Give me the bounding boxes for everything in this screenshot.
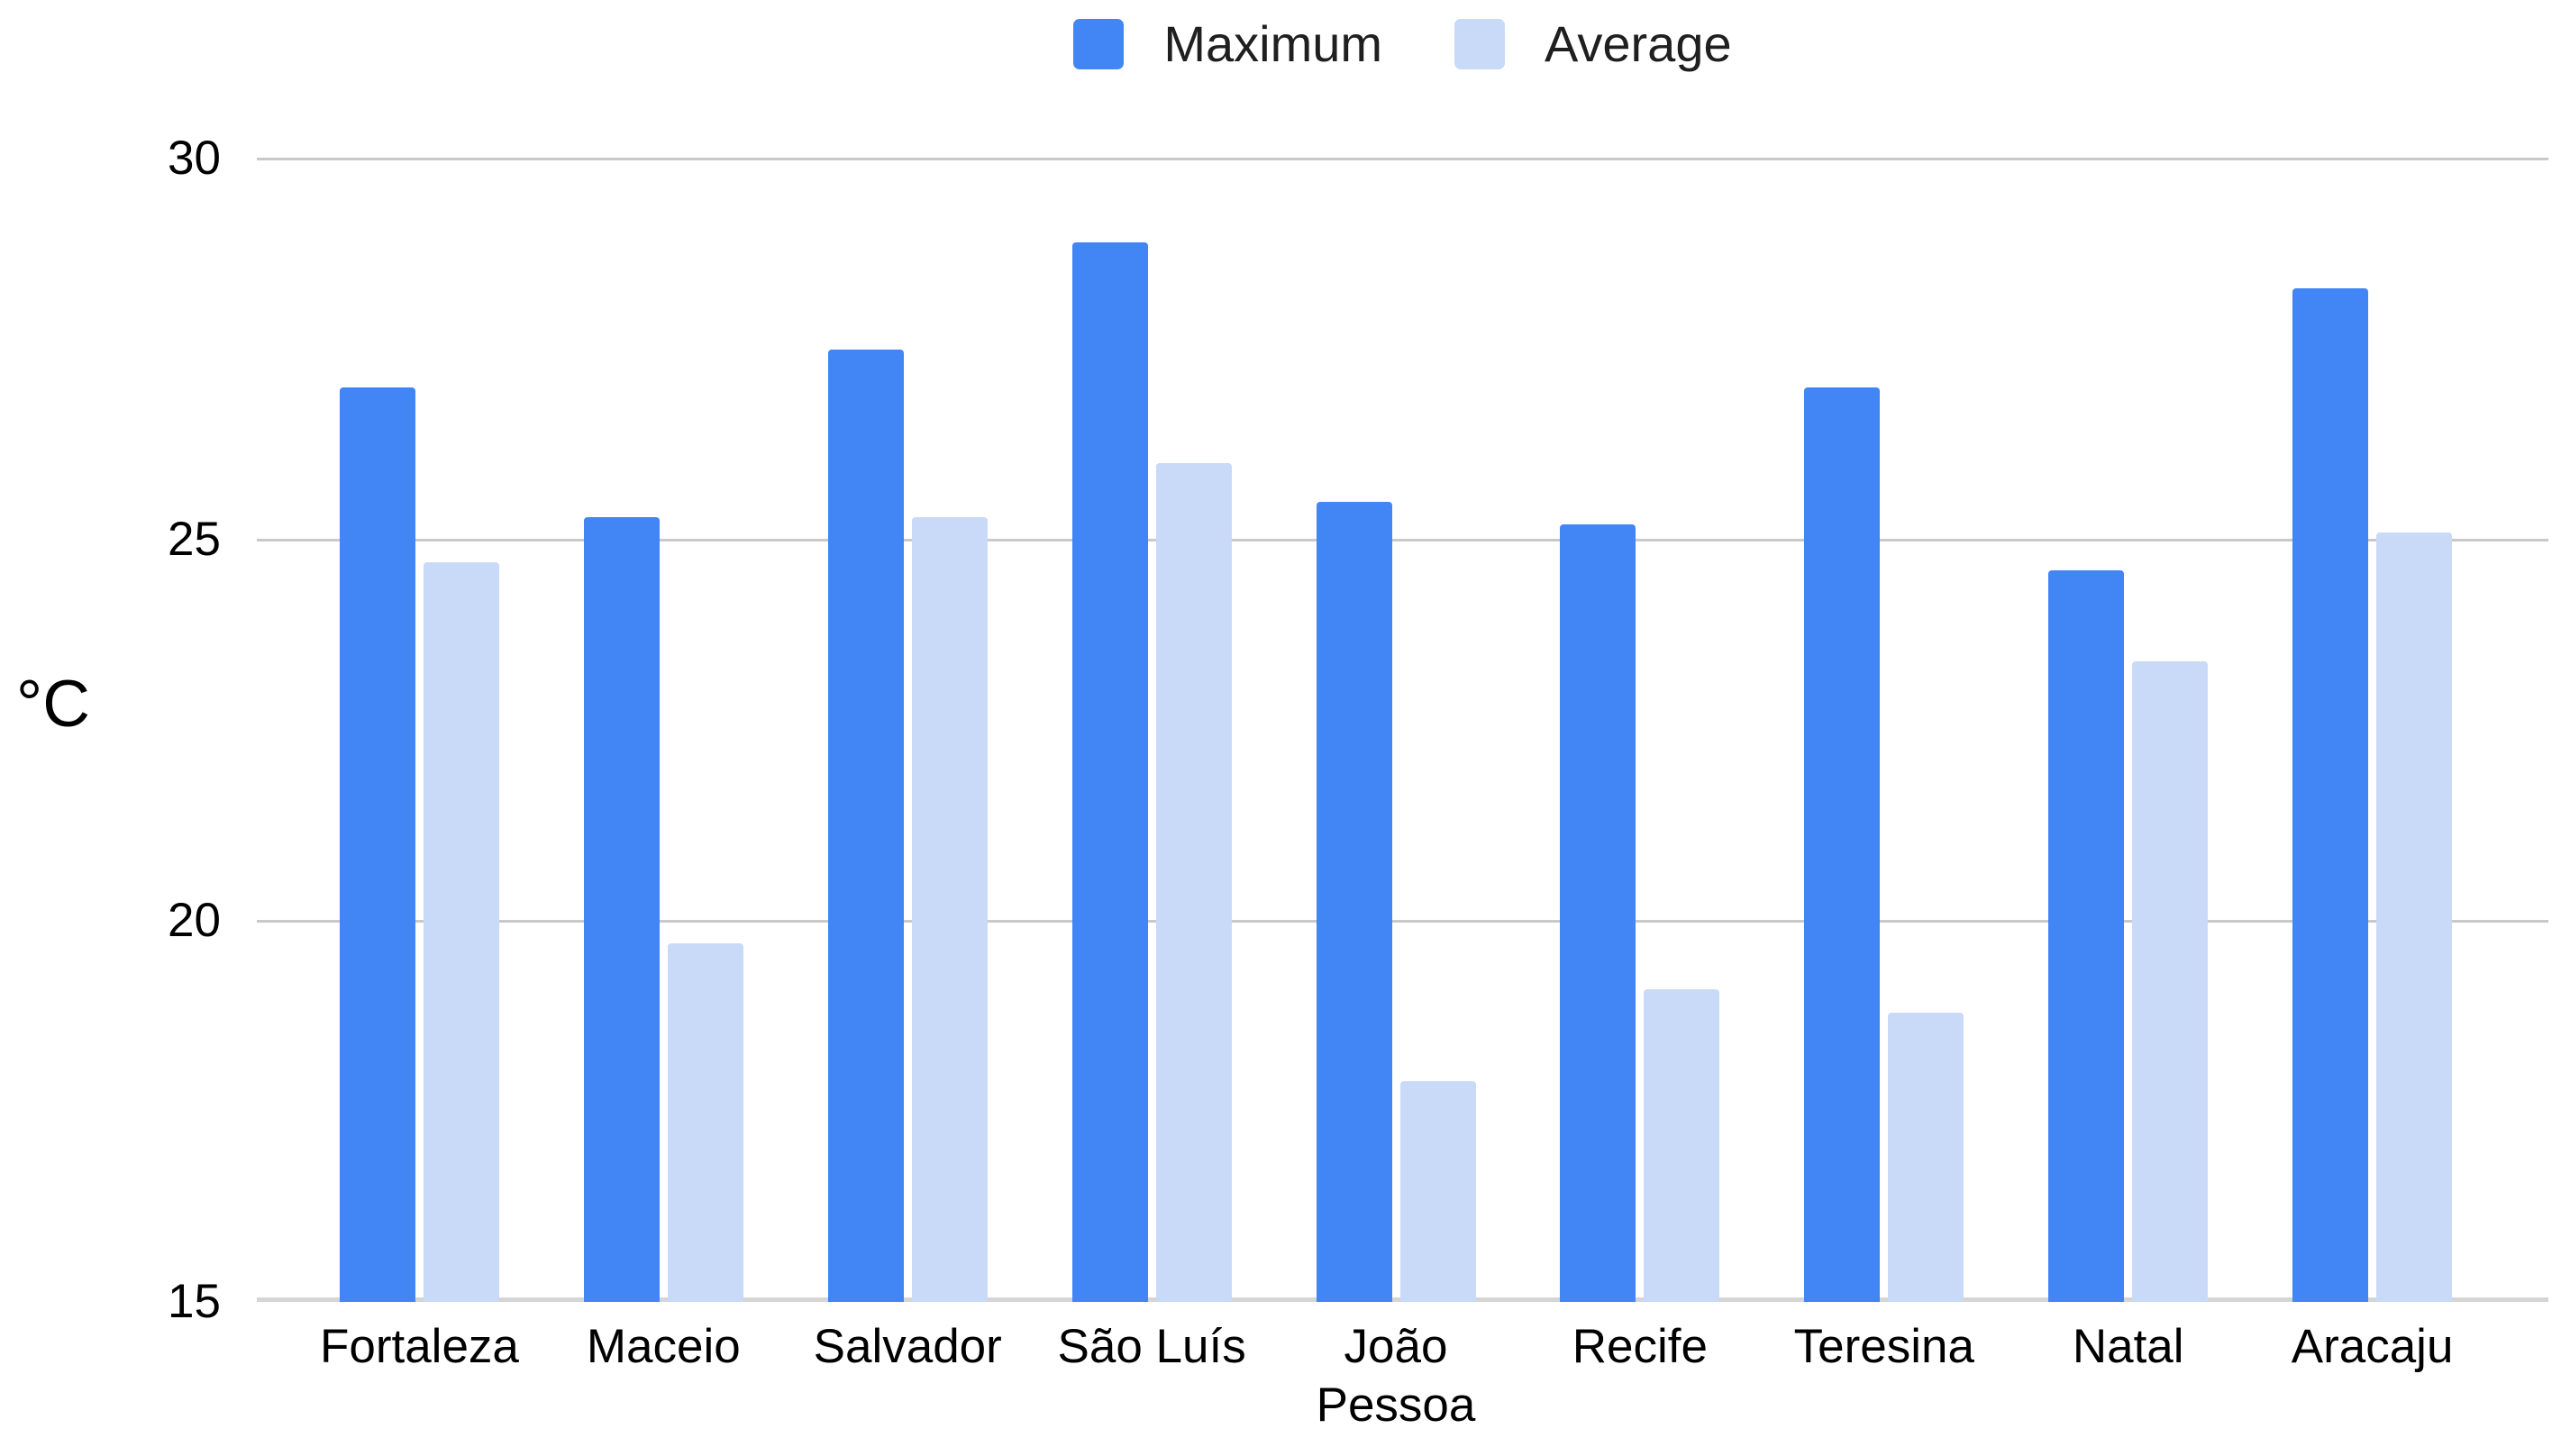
x-axis-label-7: Teresina [1793, 1320, 1974, 1373]
bar-average-4[interactable] [1155, 463, 1232, 1302]
bar-average-2[interactable] [667, 943, 743, 1302]
x-axis-label-2: Maceio [586, 1320, 741, 1373]
bar-average-8[interactable] [2132, 661, 2209, 1302]
maximum-legend-label: Maximum [1163, 15, 1383, 72]
chart-legend: Maximum Average [257, 13, 2548, 76]
bar-groups [257, 159, 2548, 1302]
legend-item-maximum: Maximum [1073, 19, 1382, 69]
average-series-swatch [1454, 19, 1506, 69]
bar-group-4 [1030, 159, 1274, 1302]
bar-group-3 [786, 159, 1030, 1302]
bar-maximum-5[interactable] [1316, 501, 1392, 1302]
bar-group-5 [1274, 159, 1518, 1302]
x-axis-label-9: Aracaju [2291, 1320, 2454, 1373]
x-axis-label-5: João Pessoa [1316, 1320, 1476, 1432]
x-axis-label-3: Salvador [813, 1320, 1002, 1373]
x-axis-label-1: Fortaleza [319, 1320, 519, 1373]
bar-average-9[interactable] [2376, 532, 2453, 1302]
x-axis-label-8: Natal [2072, 1320, 2184, 1373]
y-axis-title: °C [16, 668, 90, 741]
average-legend-label: Average [1545, 15, 1732, 72]
bar-maximum-1[interactable] [339, 387, 415, 1302]
bar-maximum-9[interactable] [2292, 287, 2369, 1302]
bar-maximum-2[interactable] [583, 516, 660, 1302]
plot-area: 30 25 20 15 [168, 134, 2548, 1325]
bar-average-7[interactable] [1888, 1012, 1964, 1302]
y-tick-label-15: 15 [168, 1275, 221, 1328]
bar-group-9 [2250, 159, 2494, 1302]
y-tick-label-30: 30 [168, 132, 221, 185]
bar-maximum-3[interactable] [827, 349, 904, 1302]
gridline-30 [257, 158, 2548, 160]
legend-item-average: Average [1454, 19, 1732, 69]
bar-average-5[interactable] [1399, 1080, 1476, 1302]
maximum-series-swatch [1073, 19, 1125, 69]
x-axis-label-4: São Luís [1057, 1320, 1246, 1373]
y-tick-label-25: 25 [168, 513, 221, 567]
y-tick-label-20: 20 [168, 894, 221, 948]
bar-maximum-7[interactable] [1804, 387, 1881, 1302]
bar-average-3[interactable] [911, 516, 988, 1302]
bar-maximum-4[interactable] [1071, 242, 1148, 1302]
bar-group-1 [297, 159, 542, 1302]
bar-average-6[interactable] [1644, 989, 1720, 1302]
bar-group-8 [2006, 159, 2250, 1302]
bar-average-1[interactable] [423, 562, 499, 1302]
bar-group-2 [542, 159, 786, 1302]
bar-group-6 [1517, 159, 1762, 1302]
bar-maximum-8[interactable] [2048, 569, 2125, 1302]
bar-group-7 [1762, 159, 2006, 1302]
gridline-20 [257, 920, 2548, 924]
x-axis-label-6: Recife [1572, 1320, 1709, 1373]
x-axis-labels: Fortaleza Maceio Salvador São Luís João Pess… [257, 1318, 2548, 1434]
bar-maximum-6[interactable] [1560, 524, 1636, 1302]
gridline-25 [257, 539, 2548, 542]
